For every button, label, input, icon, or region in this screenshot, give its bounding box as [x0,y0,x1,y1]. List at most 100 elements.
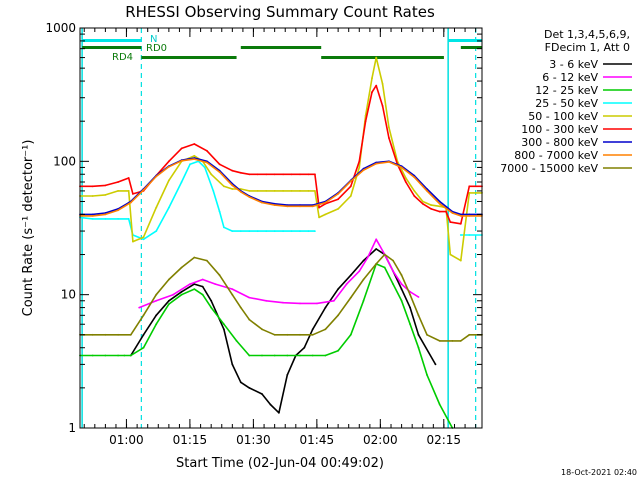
series-point [261,354,263,357]
generated-timestamp: 18-Oct-2021 02:40 [561,468,637,477]
series-point [375,84,378,87]
series-point [468,333,471,336]
x-tick-label: 01:45 [300,433,335,447]
marker-labels: N RD0 RD4 [112,34,167,63]
series-point [286,333,289,336]
plot-series [79,56,483,429]
series-point [248,230,251,233]
legend-label: 12 - 25 keV [535,84,598,97]
x-tick-label: 01:30 [236,433,271,447]
series-point [155,293,158,296]
series-point [400,274,403,277]
series-point [273,230,276,233]
series-point [155,314,158,317]
series-point [91,354,94,357]
series-point [265,299,268,302]
series-point [392,270,394,273]
annotation-rd4: RD4 [112,52,133,63]
series-line-3 [80,263,454,429]
series-point [104,194,107,196]
series-point [180,293,183,296]
series-point [349,274,352,277]
series-point [142,333,145,336]
series-point [206,259,208,262]
saa-bar [460,46,482,49]
series-point [468,215,471,217]
series-point [223,226,225,229]
series-point [206,149,208,152]
series-point [91,185,94,188]
series-point [333,299,335,302]
series-point [265,190,268,192]
series-point [290,190,293,192]
series-point [290,173,293,176]
series-point [282,190,284,192]
series-point [286,205,289,208]
series-point [375,238,378,241]
saa-bar [82,46,142,49]
series-point [269,403,272,406]
series-point [278,411,280,414]
series-point [426,374,428,376]
x-tick-label: 02:15 [426,433,461,447]
series-point [290,230,293,233]
series-point [438,403,441,406]
series-point [409,323,411,326]
series-point [104,184,107,187]
y-tick-label: 1000 [45,21,76,35]
series-point [282,173,284,176]
series-point [239,306,242,309]
series-point [248,296,251,299]
series-point [206,161,208,164]
series-point [337,208,339,210]
series-point [383,253,386,256]
series-point [273,354,276,357]
series-point [129,201,132,204]
series-point [231,184,234,187]
series-point [193,158,196,161]
series-line-8 [80,158,482,217]
series-point [231,363,234,366]
series-point [409,306,411,309]
series-point [366,256,369,259]
series-point [404,181,407,183]
series-point [388,161,390,163]
series-point [180,159,183,162]
series-point [248,190,251,192]
series-point [91,195,94,197]
series-point [168,278,170,281]
series-point [421,200,424,203]
rd4-bar [141,56,237,59]
chart-title: RHESSI Observing Summary Count Rates [125,3,435,21]
series-point [155,175,158,178]
series-point [400,166,403,169]
series-point [218,210,221,213]
series-point [337,193,339,195]
series-point [91,218,94,220]
series-point [218,171,221,174]
series-point [434,363,437,366]
series-point [286,354,289,357]
series-point [430,208,433,210]
series-point [261,328,263,331]
series-point [180,181,183,183]
series-point [127,190,130,192]
series-point [127,177,130,179]
series-point [248,387,251,389]
series-point [438,200,441,203]
series-point [117,181,119,183]
series-point [413,195,416,197]
series-point [265,230,268,233]
series-point [129,333,132,336]
series-point [193,283,196,285]
series-point [117,190,119,192]
series-point [381,83,384,85]
annotation-rd0: RD0 [146,43,167,54]
series-point [449,221,452,224]
series-point [282,230,284,233]
series-point [311,328,314,331]
series-point [256,173,259,176]
series-point [155,323,158,326]
series-point [375,162,378,165]
